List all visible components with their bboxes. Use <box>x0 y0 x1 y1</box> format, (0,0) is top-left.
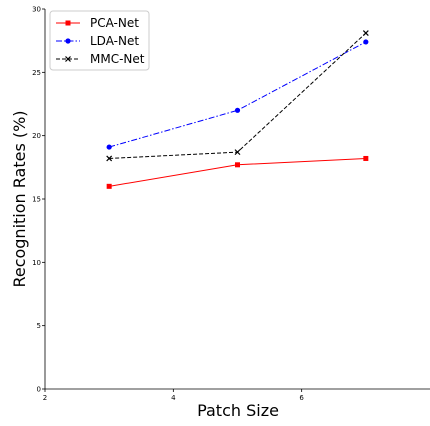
data-point-pca-net <box>363 155 369 161</box>
series-line-lda-net <box>109 41 367 148</box>
x-tick-label: 4 <box>171 394 176 402</box>
x-marker-stroke <box>106 155 113 162</box>
y-tick-label: 30 <box>32 6 41 14</box>
x-marker-stroke <box>234 149 241 156</box>
y-tick-label: 20 <box>32 132 41 140</box>
data-point-mmc-net <box>234 149 241 156</box>
x-tick-label: 6 <box>299 394 304 402</box>
y-ticks: 0 5 10 15 20 25 30 <box>32 6 45 394</box>
y-axis-title: Recognition Rates (%) <box>10 110 29 287</box>
y-tick-label: 0 <box>37 386 41 394</box>
data-point-pca-net <box>106 183 112 189</box>
series-lda-net <box>106 39 369 150</box>
series-layer <box>106 30 369 189</box>
x-axis-title: Patch Size <box>197 401 279 420</box>
x-tick-label: 2 <box>43 394 47 402</box>
x-marker-stroke <box>362 30 369 36</box>
legend-marker-mmc-net <box>65 56 71 62</box>
x-marker-stroke <box>65 56 71 62</box>
y-tick-label: 25 <box>32 69 41 77</box>
y-tick-label: 15 <box>32 196 41 204</box>
data-point-lda-net <box>363 39 369 45</box>
data-point-lda-net <box>106 144 112 150</box>
legend-entries: PCA-Net LDA-Net MMC-Net <box>56 16 145 66</box>
legend: PCA-Net LDA-Net MMC-Net <box>49 10 150 71</box>
legend-marker-lda-net <box>65 38 71 44</box>
data-point-mmc-net <box>362 30 369 36</box>
y-tick-label: 10 <box>32 259 41 267</box>
data-point-pca-net <box>235 162 240 168</box>
legend-label-pca-net: PCA-Net <box>90 16 139 30</box>
x-ticks: 2 4 6 <box>43 389 304 402</box>
plot-area: 0 5 10 15 20 25 30 2 4 6 <box>32 6 430 402</box>
legend-label-mmc-net: MMC-Net <box>90 52 145 66</box>
series-pca-net <box>106 155 369 189</box>
series-mmc-net <box>106 30 369 162</box>
legend-marker-pca-net <box>65 20 71 26</box>
data-point-lda-net <box>234 107 241 113</box>
y-tick-label: 5 <box>37 322 41 330</box>
legend-label-lda-net: LDA-Net <box>90 34 139 48</box>
legend-frame <box>49 10 150 71</box>
data-point-mmc-net <box>106 155 113 162</box>
